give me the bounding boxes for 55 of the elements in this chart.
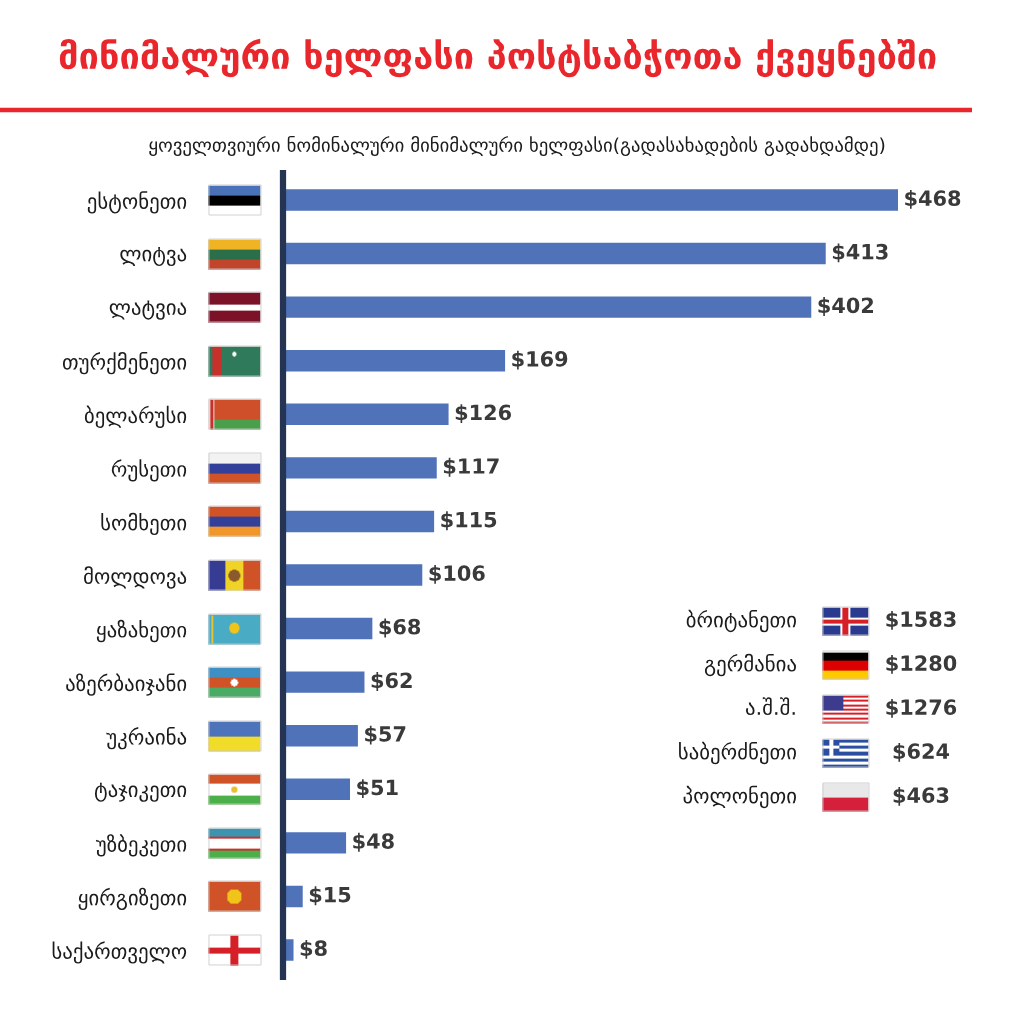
- category-label: ა.შ.შ.: [746, 697, 795, 716]
- data-label: $57: [365, 725, 406, 745]
- y-tick-label: თურქმენეთი: [62, 351, 187, 375]
- data-label: $62: [371, 672, 412, 691]
- data-label: $402: [818, 297, 873, 316]
- bar: [283, 832, 347, 854]
- bar: [283, 778, 351, 801]
- category-label: ბრიტანეთი: [686, 609, 796, 633]
- y-tick-label: უკრაინა: [106, 727, 187, 750]
- bar: [283, 564, 423, 586]
- bar: [283, 189, 898, 211]
- bar: [283, 617, 373, 640]
- chart-subtitle: ყოველთვიური ნომინალური მინიმალური ხელფასი(გადასახადების გადახდამდე): [149, 135, 885, 157]
- data-label: $115: [441, 511, 497, 531]
- chart-title: მინიმალური ხელფასი პოსტსაბჭოთა ქვეყნებში: [59, 38, 936, 78]
- category-label: გერმანია: [704, 653, 796, 677]
- y-tick-label: ტაჯიკეთი: [94, 782, 187, 802]
- bar: [283, 403, 449, 425]
- data-label: $8: [300, 939, 327, 959]
- y-tick-label: ყაზახეთი: [96, 619, 187, 643]
- bar: [283, 296, 812, 318]
- category-label: საბერძნეთი: [679, 741, 796, 765]
- data-label: $51: [357, 779, 398, 799]
- y-tick-label: საქართველო: [52, 941, 187, 964]
- text: $1276: [886, 698, 957, 718]
- data-label: $15: [309, 886, 351, 906]
- data-label: $126: [455, 404, 511, 424]
- data-label: $413: [832, 243, 888, 263]
- y-tick-label: უზბეკეთი: [95, 834, 187, 857]
- text: $624: [893, 742, 950, 762]
- y-tick-label: ყირგიზეთი: [78, 887, 187, 911]
- bar: [283, 510, 435, 533]
- bar: [283, 242, 826, 265]
- y-tick-label: მოლდოვა: [84, 566, 187, 589]
- text: $463: [893, 786, 949, 806]
- y-tick-label: ესტონეთი: [87, 191, 187, 214]
- y-tick-label: ლიტვა: [120, 247, 187, 267]
- data-label: $169: [512, 350, 568, 370]
- category-label: პოლონეთი: [683, 785, 796, 809]
- y-tick-label: რუსეთი: [111, 459, 187, 482]
- y-tick-label: სომხეთი: [101, 512, 187, 536]
- text: $1583: [886, 610, 956, 630]
- bar: [283, 457, 437, 479]
- bar: [283, 349, 506, 372]
- data-label: $468: [905, 189, 961, 209]
- y-tick-label: ლატვია: [109, 300, 187, 320]
- bar: [283, 725, 358, 747]
- y-tick-label: ბელარუსი: [84, 405, 187, 428]
- data-label: $106: [429, 564, 485, 584]
- y-tick-label: აზერბაიჯანი: [66, 673, 187, 696]
- data-label: $117: [443, 457, 499, 477]
- data-label: $48: [353, 832, 394, 852]
- data-label: $68: [379, 618, 421, 638]
- bar: [283, 671, 365, 693]
- text: $1280: [886, 654, 957, 674]
